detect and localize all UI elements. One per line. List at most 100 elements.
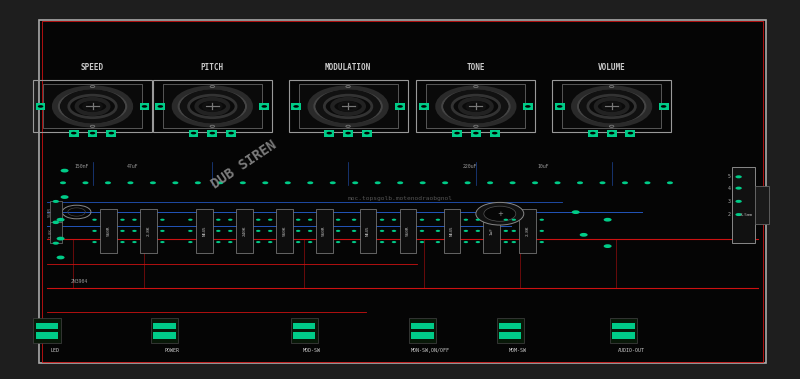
Circle shape [645, 182, 650, 184]
Circle shape [90, 132, 95, 135]
FancyBboxPatch shape [411, 323, 434, 329]
Circle shape [539, 230, 544, 232]
Circle shape [420, 219, 424, 221]
Circle shape [120, 219, 125, 221]
FancyBboxPatch shape [293, 323, 315, 329]
FancyBboxPatch shape [151, 318, 178, 343]
Text: moc.topsgolb.motenodraobgnol: moc.topsgolb.motenodraobgnol [347, 196, 453, 202]
FancyBboxPatch shape [69, 130, 78, 136]
Circle shape [330, 182, 336, 184]
Text: 560R: 560R [322, 226, 326, 236]
FancyBboxPatch shape [155, 103, 166, 110]
FancyBboxPatch shape [316, 208, 333, 253]
Text: 2: 2 [728, 212, 730, 217]
Circle shape [195, 182, 201, 184]
FancyBboxPatch shape [226, 130, 236, 136]
Text: 3,5mm: 3,5mm [739, 213, 752, 216]
Circle shape [464, 241, 468, 243]
Circle shape [82, 182, 89, 184]
FancyBboxPatch shape [732, 168, 754, 243]
FancyBboxPatch shape [291, 103, 301, 110]
Circle shape [392, 241, 396, 243]
FancyBboxPatch shape [207, 130, 218, 136]
Text: 220uF: 220uF [462, 164, 477, 169]
FancyBboxPatch shape [362, 130, 372, 136]
FancyBboxPatch shape [419, 103, 429, 110]
Text: 4: 4 [728, 186, 730, 191]
Circle shape [464, 230, 468, 232]
Circle shape [296, 241, 301, 243]
Text: 1uF: 1uF [490, 227, 494, 235]
Circle shape [487, 182, 493, 184]
Circle shape [61, 169, 69, 172]
Text: NE45: NE45 [366, 226, 370, 236]
Circle shape [352, 219, 356, 221]
Circle shape [604, 218, 612, 222]
Circle shape [364, 132, 370, 135]
Circle shape [532, 182, 538, 184]
Text: TONE: TONE [466, 63, 485, 72]
Circle shape [539, 219, 544, 221]
Circle shape [132, 219, 137, 221]
Circle shape [420, 182, 426, 184]
Circle shape [38, 105, 43, 108]
Circle shape [57, 218, 65, 222]
Text: VOLUME: VOLUME [598, 63, 626, 72]
Circle shape [240, 182, 246, 184]
Circle shape [256, 241, 261, 243]
Circle shape [436, 230, 440, 232]
Circle shape [510, 182, 516, 184]
Circle shape [105, 182, 111, 184]
Circle shape [352, 182, 358, 184]
FancyBboxPatch shape [50, 222, 62, 243]
FancyBboxPatch shape [610, 318, 637, 343]
Circle shape [609, 132, 614, 135]
Circle shape [503, 219, 508, 221]
Circle shape [346, 132, 351, 135]
Circle shape [256, 230, 261, 232]
Circle shape [503, 230, 508, 232]
Circle shape [188, 241, 193, 243]
FancyBboxPatch shape [519, 208, 536, 253]
Text: 2.8K: 2.8K [146, 226, 150, 236]
Circle shape [308, 219, 312, 221]
Circle shape [454, 132, 460, 135]
FancyBboxPatch shape [443, 208, 460, 253]
FancyBboxPatch shape [100, 208, 117, 253]
Circle shape [577, 182, 583, 184]
FancyBboxPatch shape [360, 208, 377, 253]
FancyBboxPatch shape [154, 332, 175, 338]
Text: 2.8K: 2.8K [526, 226, 530, 236]
Circle shape [228, 230, 233, 232]
Circle shape [53, 242, 59, 245]
Circle shape [572, 210, 580, 214]
Text: 240K: 240K [242, 226, 246, 236]
Circle shape [296, 219, 301, 221]
FancyBboxPatch shape [658, 103, 669, 110]
Circle shape [599, 182, 606, 184]
FancyBboxPatch shape [471, 130, 481, 136]
Circle shape [557, 105, 562, 108]
Text: AUDIO-OUT: AUDIO-OUT [618, 348, 645, 353]
Circle shape [380, 219, 384, 221]
Circle shape [109, 132, 114, 135]
Circle shape [120, 241, 125, 243]
FancyBboxPatch shape [87, 130, 98, 136]
Text: 560R: 560R [48, 207, 52, 217]
FancyBboxPatch shape [34, 318, 61, 343]
Circle shape [61, 195, 69, 199]
Circle shape [421, 105, 426, 108]
Circle shape [218, 182, 223, 184]
Circle shape [336, 230, 340, 232]
FancyBboxPatch shape [298, 84, 398, 128]
Circle shape [268, 241, 273, 243]
FancyBboxPatch shape [613, 323, 634, 329]
Circle shape [511, 219, 516, 221]
Circle shape [492, 132, 498, 135]
Circle shape [228, 241, 233, 243]
Circle shape [216, 241, 221, 243]
Circle shape [476, 219, 480, 221]
Circle shape [53, 221, 59, 224]
Circle shape [735, 186, 742, 190]
FancyBboxPatch shape [523, 103, 533, 110]
